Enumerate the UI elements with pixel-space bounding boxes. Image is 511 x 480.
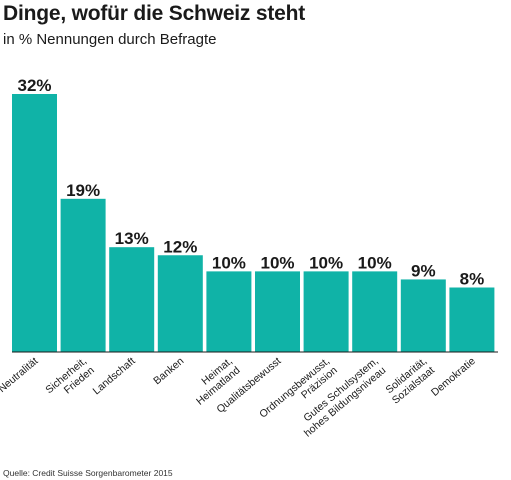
category-label-4: Banken [151, 355, 186, 387]
bar-2 [60, 198, 106, 352]
value-label-9: 9% [411, 261, 436, 280]
value-label-2: 19% [66, 181, 100, 200]
category-label-1: Neutralität [0, 355, 40, 395]
value-label-1: 32% [17, 76, 51, 95]
bar-9 [400, 279, 446, 352]
value-label-3: 13% [115, 229, 149, 248]
bar-7 [303, 271, 349, 352]
bar-10 [449, 287, 495, 352]
category-label-2: Sicherheit,Frieden [43, 355, 97, 405]
value-label-4: 12% [163, 237, 197, 256]
category-label-10: Demokratie [429, 355, 478, 399]
bar-1 [12, 94, 57, 352]
chart-subtitle: in % Nennungen durch Befragte [3, 31, 217, 48]
category-label-9: Solidarität,Sozialstaat [382, 355, 437, 406]
bar-5 [206, 271, 252, 352]
value-label-6: 10% [260, 253, 294, 272]
bar-6 [255, 271, 300, 352]
bar-4 [157, 255, 203, 352]
value-label-10: 8% [460, 270, 485, 289]
value-label-7: 10% [309, 253, 343, 272]
category-label-3: Landschaft [91, 355, 138, 397]
bar-8 [352, 271, 398, 352]
value-label-8: 10% [358, 253, 392, 272]
bar-3 [109, 247, 155, 352]
chart-title: Dinge, wofür die Schweiz steht [3, 2, 306, 25]
source-note: Quelle: Credit Suisse Sorgenbarometer 20… [3, 468, 173, 478]
value-label-5: 10% [212, 253, 246, 272]
